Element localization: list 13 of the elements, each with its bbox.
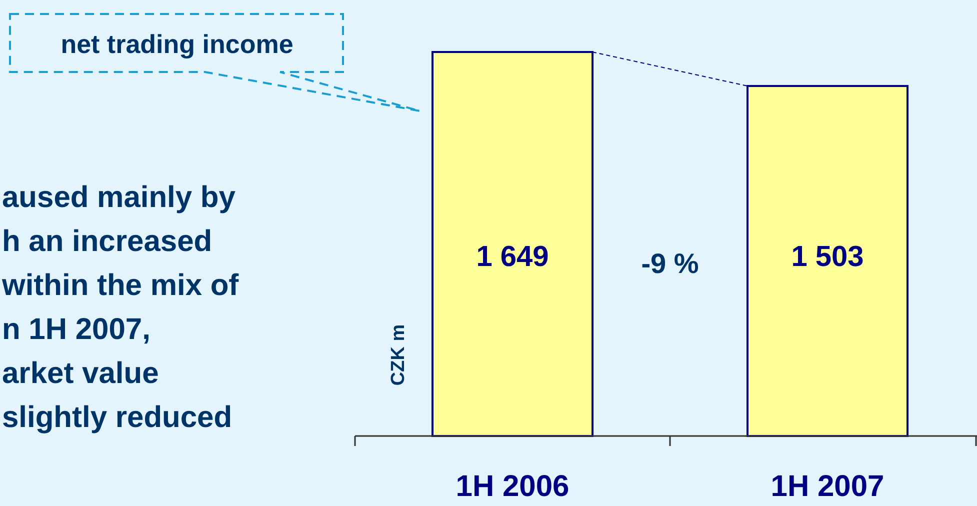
- text: n 1H 2007,: [2, 313, 150, 346]
- text: net trading income: [60, 29, 294, 59]
- data-label: 1 503: [791, 241, 864, 273]
- data-label: 1 649: [476, 241, 549, 273]
- x-tick-label: 1H 2006: [456, 470, 570, 503]
- text: aused mainly by: [2, 181, 236, 214]
- text: within the mix of: [1, 269, 240, 302]
- annotation: -9 %: [641, 248, 699, 279]
- text: h an increased: [2, 225, 212, 258]
- text: slightly reduced: [2, 401, 232, 434]
- y-axis-title: CZK m: [388, 324, 409, 386]
- x-tick-label: 1H 2007: [770, 470, 884, 503]
- text: arket value: [2, 357, 159, 390]
